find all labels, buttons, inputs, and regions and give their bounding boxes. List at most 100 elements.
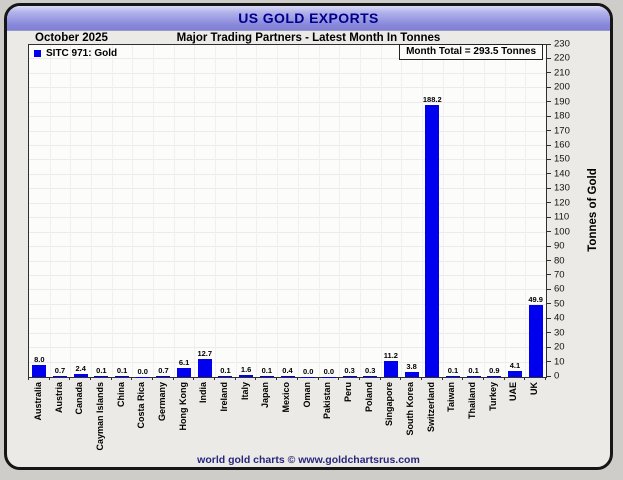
- x-axis-label: UK: [529, 382, 540, 395]
- gridline-horizontal: [29, 202, 546, 204]
- bar-value-label: 0.3: [365, 366, 376, 375]
- gridline-horizontal: [29, 289, 546, 291]
- bar-pakistan[interactable]: [321, 376, 336, 377]
- y-axis-tick: [546, 245, 551, 247]
- x-axis-tick: [48, 377, 50, 380]
- bar-oman[interactable]: [301, 376, 316, 377]
- x-axis-tick: [276, 377, 278, 380]
- gridline-vertical: [318, 45, 320, 377]
- y-axis-tick: [546, 260, 551, 262]
- bar-south-korea[interactable]: [404, 371, 419, 377]
- x-axis-label: Oman: [301, 382, 312, 408]
- chart-panel: US GOLD EXPORTS October 2025 Major Tradi…: [4, 3, 613, 470]
- bar-thailand[interactable]: [466, 376, 481, 377]
- report-month-label: October 2025: [35, 32, 108, 44]
- x-axis-tick: [110, 377, 112, 380]
- bar-italy[interactable]: [239, 374, 254, 377]
- gridline-horizontal: [29, 217, 546, 219]
- x-axis-tick: [441, 377, 443, 380]
- x-axis-label: Cayman Islands: [94, 382, 105, 451]
- bar-value-label: 8.0: [34, 355, 45, 365]
- y-axis-tick: [546, 43, 551, 45]
- x-axis-tick: [131, 377, 133, 380]
- bar-japan[interactable]: [259, 376, 274, 377]
- gridline-vertical: [215, 45, 217, 377]
- bar-hong-kong[interactable]: [177, 368, 192, 377]
- bar-canada[interactable]: [73, 373, 88, 377]
- y-axis-tick-label: 210: [554, 67, 570, 79]
- bar-value-label: 0.1: [447, 366, 459, 375]
- gridline-horizontal: [29, 246, 546, 248]
- bar-value-label: 0.9: [489, 365, 500, 375]
- bar-austria[interactable]: [53, 376, 68, 377]
- gridline-horizontal: [29, 303, 546, 305]
- x-axis-tick: [214, 377, 216, 380]
- bar-costa-rica[interactable]: [135, 376, 150, 377]
- bar-poland[interactable]: [363, 376, 378, 377]
- bar-cayman-islands[interactable]: [94, 376, 109, 377]
- bar-peru[interactable]: [342, 376, 357, 377]
- bar-ireland[interactable]: [218, 376, 233, 377]
- bar-australia[interactable]: [32, 365, 47, 377]
- gridline-horizontal: [29, 130, 546, 132]
- bar-india[interactable]: [197, 358, 212, 377]
- x-axis-tick: [462, 377, 464, 380]
- bar-mexico[interactable]: [280, 376, 295, 377]
- gridline-vertical: [111, 45, 113, 377]
- bar-uk[interactable]: [528, 304, 543, 377]
- bar-switzerland[interactable]: [425, 105, 440, 377]
- y-axis-tick: [546, 187, 551, 189]
- x-axis-label: Thailand: [467, 382, 478, 420]
- month-total-annotation: Month Total = 293.5 Tonnes: [399, 44, 543, 60]
- legend-label: SITC 971: Gold: [46, 48, 118, 59]
- bar-singapore[interactable]: [383, 360, 398, 377]
- bar-value-label: 3.8: [406, 361, 417, 371]
- gridline-vertical: [380, 45, 382, 377]
- gridline-vertical: [401, 45, 403, 377]
- gridline-horizontal: [29, 58, 546, 60]
- x-axis-tick: [69, 377, 71, 380]
- x-axis-tick: [379, 377, 381, 380]
- bar-value-label: 0.1: [220, 366, 231, 375]
- x-axis-tick: [338, 377, 340, 380]
- y-axis-tick-label: 150: [554, 153, 570, 165]
- bar-turkey[interactable]: [487, 375, 502, 377]
- y-axis-tick: [546, 216, 551, 218]
- x-axis-tick: [524, 377, 526, 380]
- y-axis-tick-label: 0: [554, 370, 560, 382]
- gridline-horizontal: [29, 274, 546, 276]
- bar-value-label: 0.7: [158, 366, 169, 375]
- x-axis-label: Hong Kong: [177, 382, 188, 431]
- x-axis-tick: [358, 377, 360, 380]
- y-axis-tick: [546, 72, 551, 74]
- x-axis-label: Taiwan: [446, 382, 457, 412]
- x-axis-label: China: [115, 382, 126, 408]
- gridline-horizontal: [29, 159, 546, 161]
- y-axis-tick: [546, 231, 551, 233]
- gridline-vertical: [483, 45, 485, 377]
- gridline-horizontal: [29, 145, 546, 147]
- gridline-vertical: [49, 45, 51, 377]
- y-axis-tick-label: 20: [554, 341, 565, 353]
- bar-germany[interactable]: [156, 376, 171, 377]
- bar-uae[interactable]: [507, 371, 522, 377]
- y-axis-tick: [546, 158, 551, 160]
- x-axis-tick: [193, 377, 195, 380]
- y-axis-tick-label: 50: [554, 298, 565, 310]
- bar-value-label: 4.1: [509, 361, 521, 371]
- x-axis-label: Italy: [239, 382, 250, 401]
- y-axis-tick-label: 80: [554, 255, 565, 267]
- x-axis-tick: [545, 377, 546, 380]
- y-axis-tick: [546, 202, 551, 204]
- gridline-horizontal: [29, 188, 546, 190]
- bar-value-label: 0.7: [54, 366, 66, 375]
- gridline-vertical: [153, 45, 155, 377]
- gridline-horizontal: [29, 260, 546, 262]
- y-axis-tick-label: 30: [554, 327, 565, 339]
- y-axis-tick-label: 70: [554, 269, 565, 281]
- bar-china[interactable]: [115, 376, 130, 377]
- y-axis-tick-label: 40: [554, 312, 565, 324]
- bar-taiwan[interactable]: [445, 376, 460, 377]
- y-axis-tick: [546, 173, 551, 175]
- gridline-horizontal: [29, 231, 546, 233]
